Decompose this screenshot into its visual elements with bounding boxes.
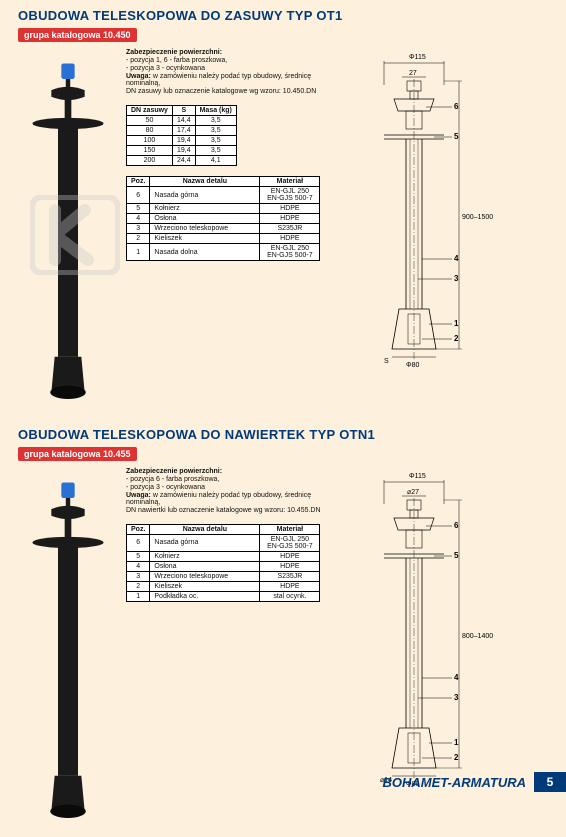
dim-label: 900–1500 <box>462 214 493 221</box>
svg-text:1: 1 <box>454 319 459 328</box>
watermark-logo <box>30 195 120 275</box>
svg-text:5: 5 <box>454 551 459 560</box>
parts-header: Poz. <box>127 177 150 187</box>
note-line2: DN zasuwy lub oznaczenie katalogowe wg w… <box>126 88 336 95</box>
dim-header: Masa (kg) <box>195 106 236 116</box>
svg-text:6: 6 <box>454 521 459 530</box>
page-footer: BOHAMET-ARMATURA 5 <box>383 772 566 792</box>
surface-label: Zabezpieczenie powierzchni: <box>126 468 336 475</box>
brand-name: BOHAMET-ARMATURA <box>383 775 526 790</box>
section-title: OBUDOWA TELESKOPOWA DO ZASUWY TYP OT1 <box>18 8 548 23</box>
svg-text:3: 3 <box>454 693 459 702</box>
svg-text:3: 3 <box>454 274 459 283</box>
svg-text:5: 5 <box>454 132 459 141</box>
dim-label: ⌀27 <box>407 489 419 496</box>
parts-header: Materiał <box>260 524 320 534</box>
dim-header: S <box>172 106 195 116</box>
surface-label: Zabezpieczenie powierzchni: <box>126 49 336 56</box>
tech-drawing-otn1: Φ115 ⌀27 Φ80 ⌀14 800–1400 <box>344 468 504 798</box>
dim-label: Φ115 <box>409 473 426 480</box>
note-line: Uwaga: w zamówieniu należy podać typ obu… <box>126 492 336 506</box>
product-image-otn1 <box>18 468 118 834</box>
surface-line: - pozycja 1, 6 - farba proszkowa, <box>126 57 336 64</box>
parts-header: Materiał <box>260 177 320 187</box>
svg-text:4: 4 <box>454 254 459 263</box>
parts-table: Poz. Nazwa detalu Materiał 6Nasada górna… <box>126 524 320 602</box>
surface-line: - pozycja 3 - ocynkowana <box>126 484 336 491</box>
dimensions-table: DN zasuwy S Masa (kg) 5014,43,5 8017,43,… <box>126 105 237 166</box>
surface-line: - pozycja 6 - farba proszkowa, <box>126 476 336 483</box>
tech-drawing-ot1: Φ115 27 Φ80 S <box>344 49 504 379</box>
note-line: Uwaga: w zamówieniu należy podać typ obu… <box>126 73 336 87</box>
dim-label: S <box>384 358 389 365</box>
parts-header: Nazwa detalu <box>150 524 260 534</box>
group-badge: grupa katalogowa 10.455 <box>18 447 137 461</box>
svg-text:4: 4 <box>454 673 459 682</box>
dim-label: Φ115 <box>409 54 426 61</box>
dim-header: DN zasuwy <box>127 106 173 116</box>
parts-table: Poz. Nazwa detalu Materiał 6Nasada górna… <box>126 176 320 261</box>
info-column: Zabezpieczenie powierzchni: - pozycja 1,… <box>126 49 336 261</box>
section-title: OBUDOWA TELESKOPOWA DO NAWIERTEK TYP OTN… <box>18 427 548 442</box>
note-line2: DN nawiertki lub oznaczenie katalogowe w… <box>126 507 336 514</box>
group-badge: grupa katalogowa 10.450 <box>18 28 137 42</box>
dim-label: 27 <box>409 70 417 77</box>
surface-line: - pozycja 3 - ocynkowana <box>126 65 336 72</box>
parts-header: Nazwa detalu <box>150 177 260 187</box>
page-number: 5 <box>534 772 566 792</box>
info-column: Zabezpieczenie powierzchni: - pozycja 6 … <box>126 468 336 602</box>
dim-label: Φ80 <box>406 362 419 369</box>
parts-header: Poz. <box>127 524 150 534</box>
svg-text:2: 2 <box>454 334 459 343</box>
svg-text:1: 1 <box>454 738 459 747</box>
dim-label: 800–1400 <box>462 633 493 640</box>
svg-text:2: 2 <box>454 753 459 762</box>
svg-text:6: 6 <box>454 102 459 111</box>
